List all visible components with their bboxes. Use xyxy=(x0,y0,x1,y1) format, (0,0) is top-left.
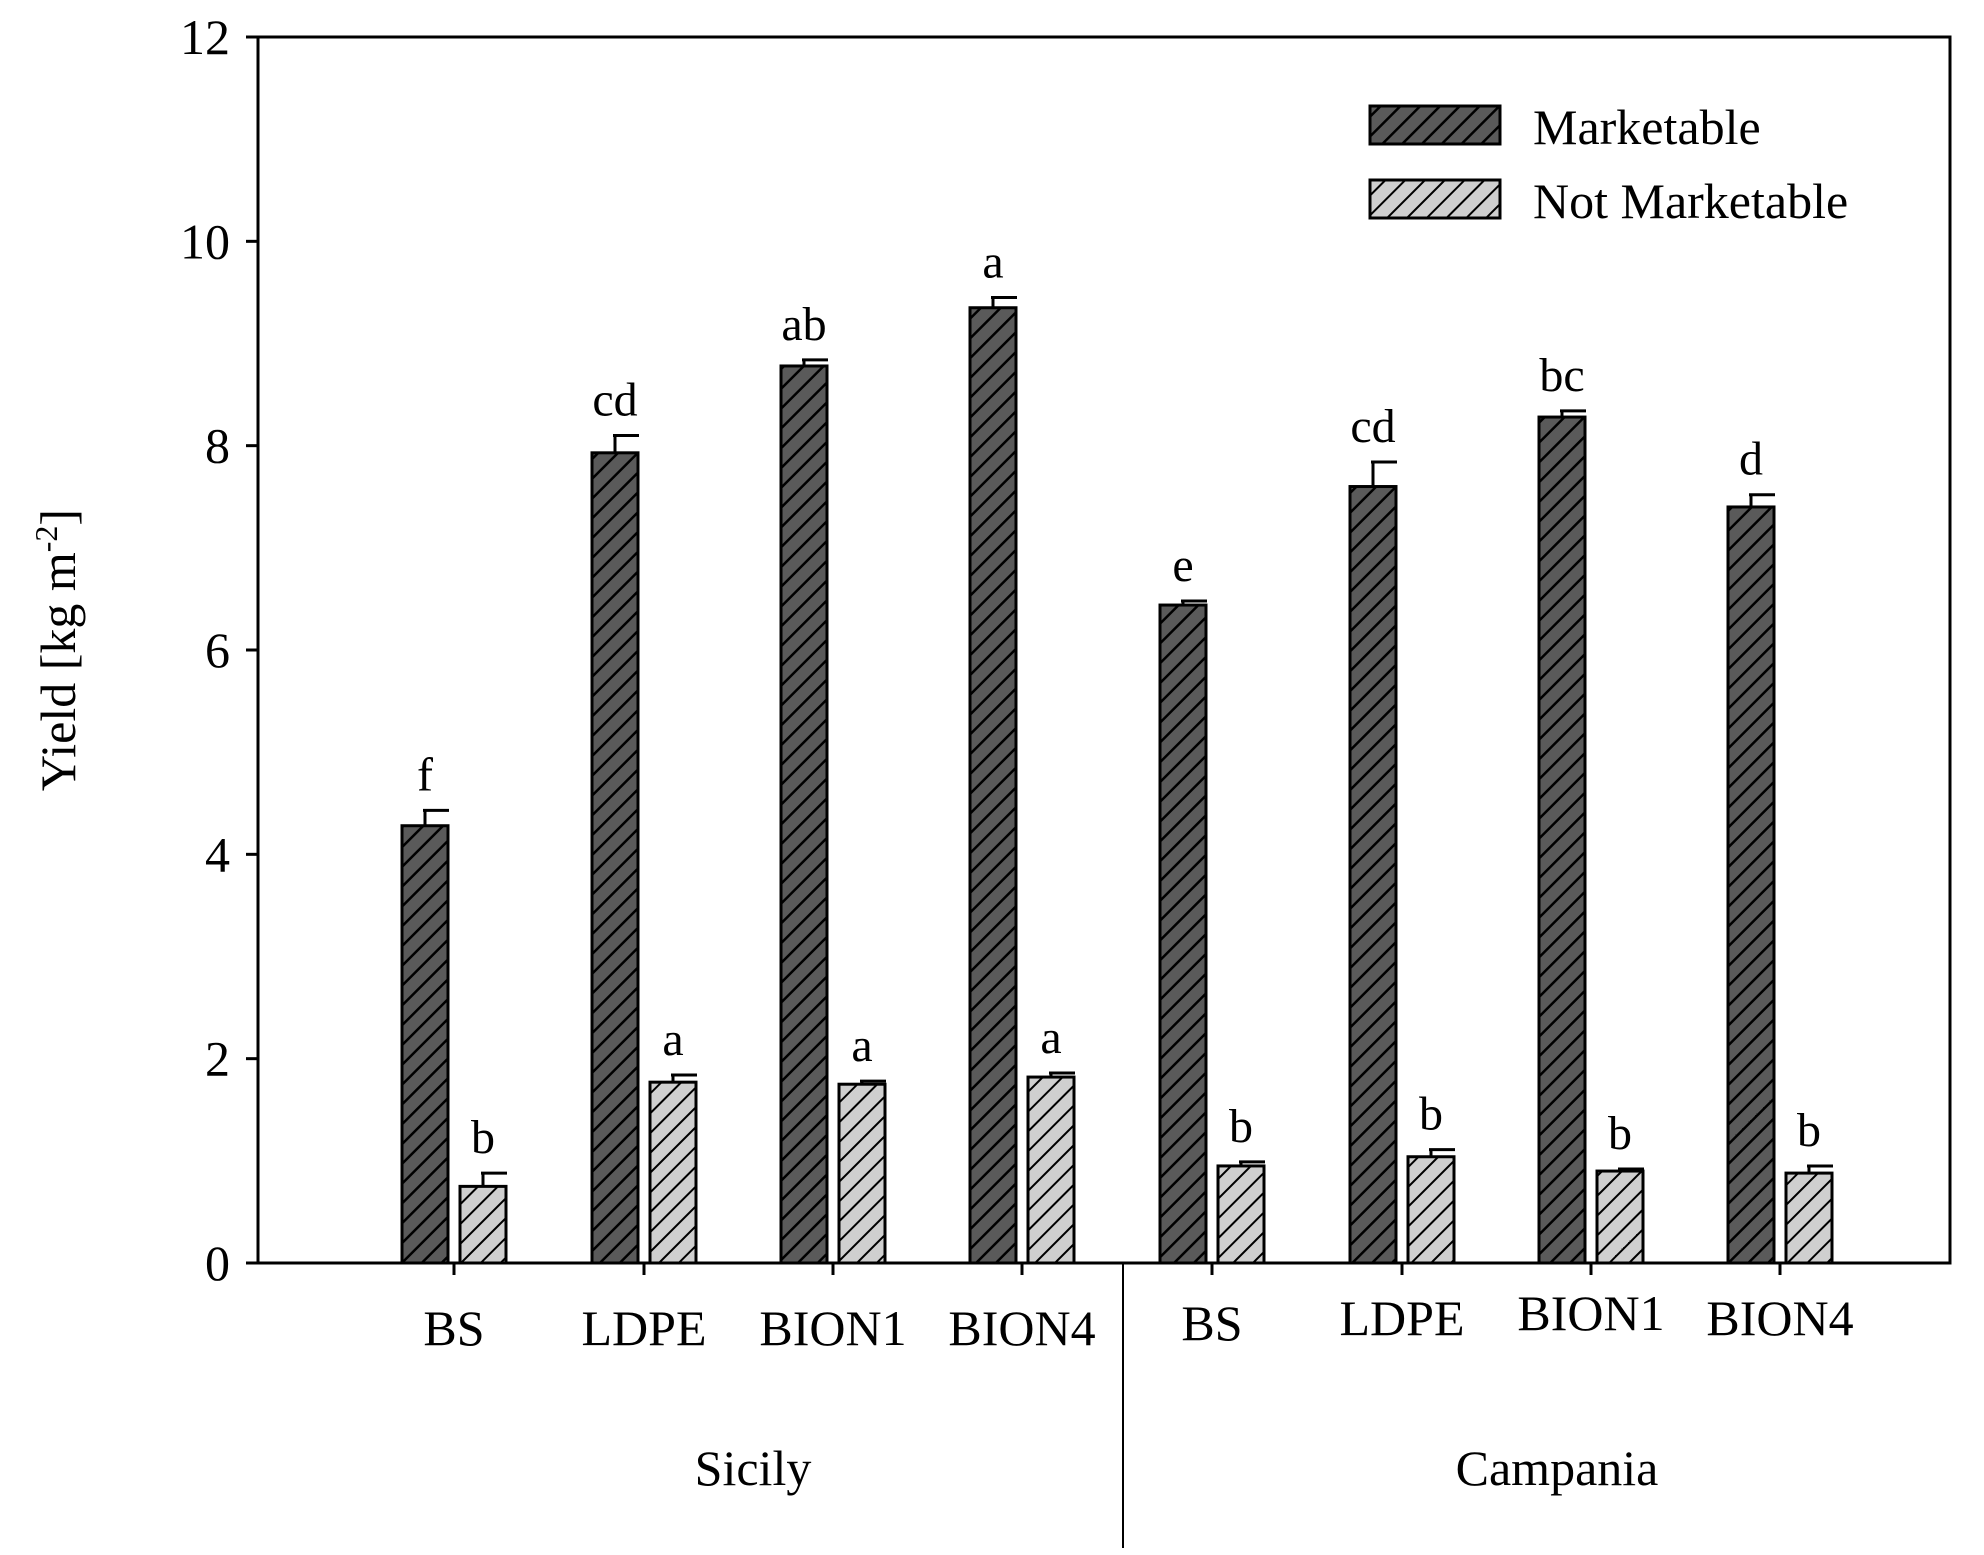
x-tick-label-2: BION1 xyxy=(759,1300,906,1356)
bar-marketable-6 xyxy=(1537,415,1587,1265)
bar-not-marketable-1 xyxy=(648,1080,698,1265)
letter-not-marketable-2: a xyxy=(851,1019,872,1072)
bar-marketable-7 xyxy=(1726,505,1776,1265)
y-tick-label-5: 10 xyxy=(180,213,230,269)
bar-marketable-1 xyxy=(590,451,640,1265)
y-axis: 0 2 4 6 8 10 12 xyxy=(180,9,258,1291)
x-tick-label-6: BION1 xyxy=(1517,1285,1664,1341)
bar-not-marketable-6 xyxy=(1595,1169,1645,1265)
group-label-sicily: Sicily xyxy=(695,1440,812,1496)
letter-marketable-3: a xyxy=(982,236,1003,289)
y-tick-label-0: 0 xyxy=(205,1235,230,1291)
x-tick-label-3: BION4 xyxy=(948,1300,1095,1356)
y-axis-title-superscript: -2 xyxy=(28,526,64,553)
legend-swatch-marketable xyxy=(1368,104,1502,146)
y-axis-title-end: ] xyxy=(30,509,86,526)
y-tick-label-3: 6 xyxy=(205,622,230,678)
bar-marketable-4 xyxy=(1158,603,1208,1265)
y-axis-title: Yield [kg m-2] xyxy=(28,509,86,791)
bar-not-marketable-5 xyxy=(1406,1155,1456,1265)
y-tick-label-6: 12 xyxy=(180,9,230,65)
bar-marketable-5 xyxy=(1348,485,1398,1265)
y-tick-label-4: 8 xyxy=(205,418,230,474)
legend-label-marketable: Marketable xyxy=(1533,99,1761,155)
letter-marketable-2: ab xyxy=(781,298,826,351)
x-tick-label-5: LDPE xyxy=(1340,1290,1465,1346)
x-tick-label-1: LDPE xyxy=(582,1300,707,1356)
bar-not-marketable-3 xyxy=(1026,1075,1076,1265)
letter-not-marketable-6: b xyxy=(1608,1107,1632,1160)
y-tick-label-1: 2 xyxy=(205,1031,230,1087)
legend-swatch-not-marketable xyxy=(1368,178,1502,220)
bars xyxy=(400,296,1834,1265)
legend-label-not-marketable: Not Marketable xyxy=(1533,173,1848,229)
bar-marketable-2 xyxy=(779,364,829,1265)
letter-marketable-4: e xyxy=(1172,539,1193,592)
letter-not-marketable-7: b xyxy=(1797,1104,1821,1157)
bar-marketable-3 xyxy=(968,306,1018,1265)
bar-not-marketable-2 xyxy=(837,1082,887,1265)
bar-not-marketable-7 xyxy=(1784,1171,1834,1265)
letter-marketable-5: cd xyxy=(1350,400,1395,453)
letter-marketable-0: f xyxy=(417,748,433,801)
letter-marketable-6: bc xyxy=(1539,349,1584,402)
y-tick-label-2: 4 xyxy=(205,826,230,882)
letter-not-marketable-3: a xyxy=(1040,1011,1061,1064)
x-tick-label-7: BION4 xyxy=(1706,1290,1853,1346)
letter-not-marketable-0: b xyxy=(471,1111,495,1164)
letter-not-marketable-5: b xyxy=(1419,1088,1443,1141)
letter-marketable-7: d xyxy=(1739,433,1763,486)
legend: Marketable Not Marketable xyxy=(1368,99,1848,229)
bar-not-marketable-4 xyxy=(1216,1164,1266,1265)
letter-not-marketable-4: b xyxy=(1229,1100,1253,1153)
bar-marketable-0 xyxy=(400,824,450,1265)
letter-not-marketable-1: a xyxy=(662,1013,683,1066)
bar-not-marketable-0 xyxy=(458,1184,508,1265)
letter-marketable-1: cd xyxy=(592,373,637,426)
x-tick-label-0: BS xyxy=(423,1300,484,1356)
group-label-campania: Campania xyxy=(1456,1440,1659,1496)
x-axis: BS LDPE BION1 BION4 BS LDPE BION1 BION4 xyxy=(423,1263,1854,1356)
x-tick-label-4: BS xyxy=(1181,1295,1242,1351)
